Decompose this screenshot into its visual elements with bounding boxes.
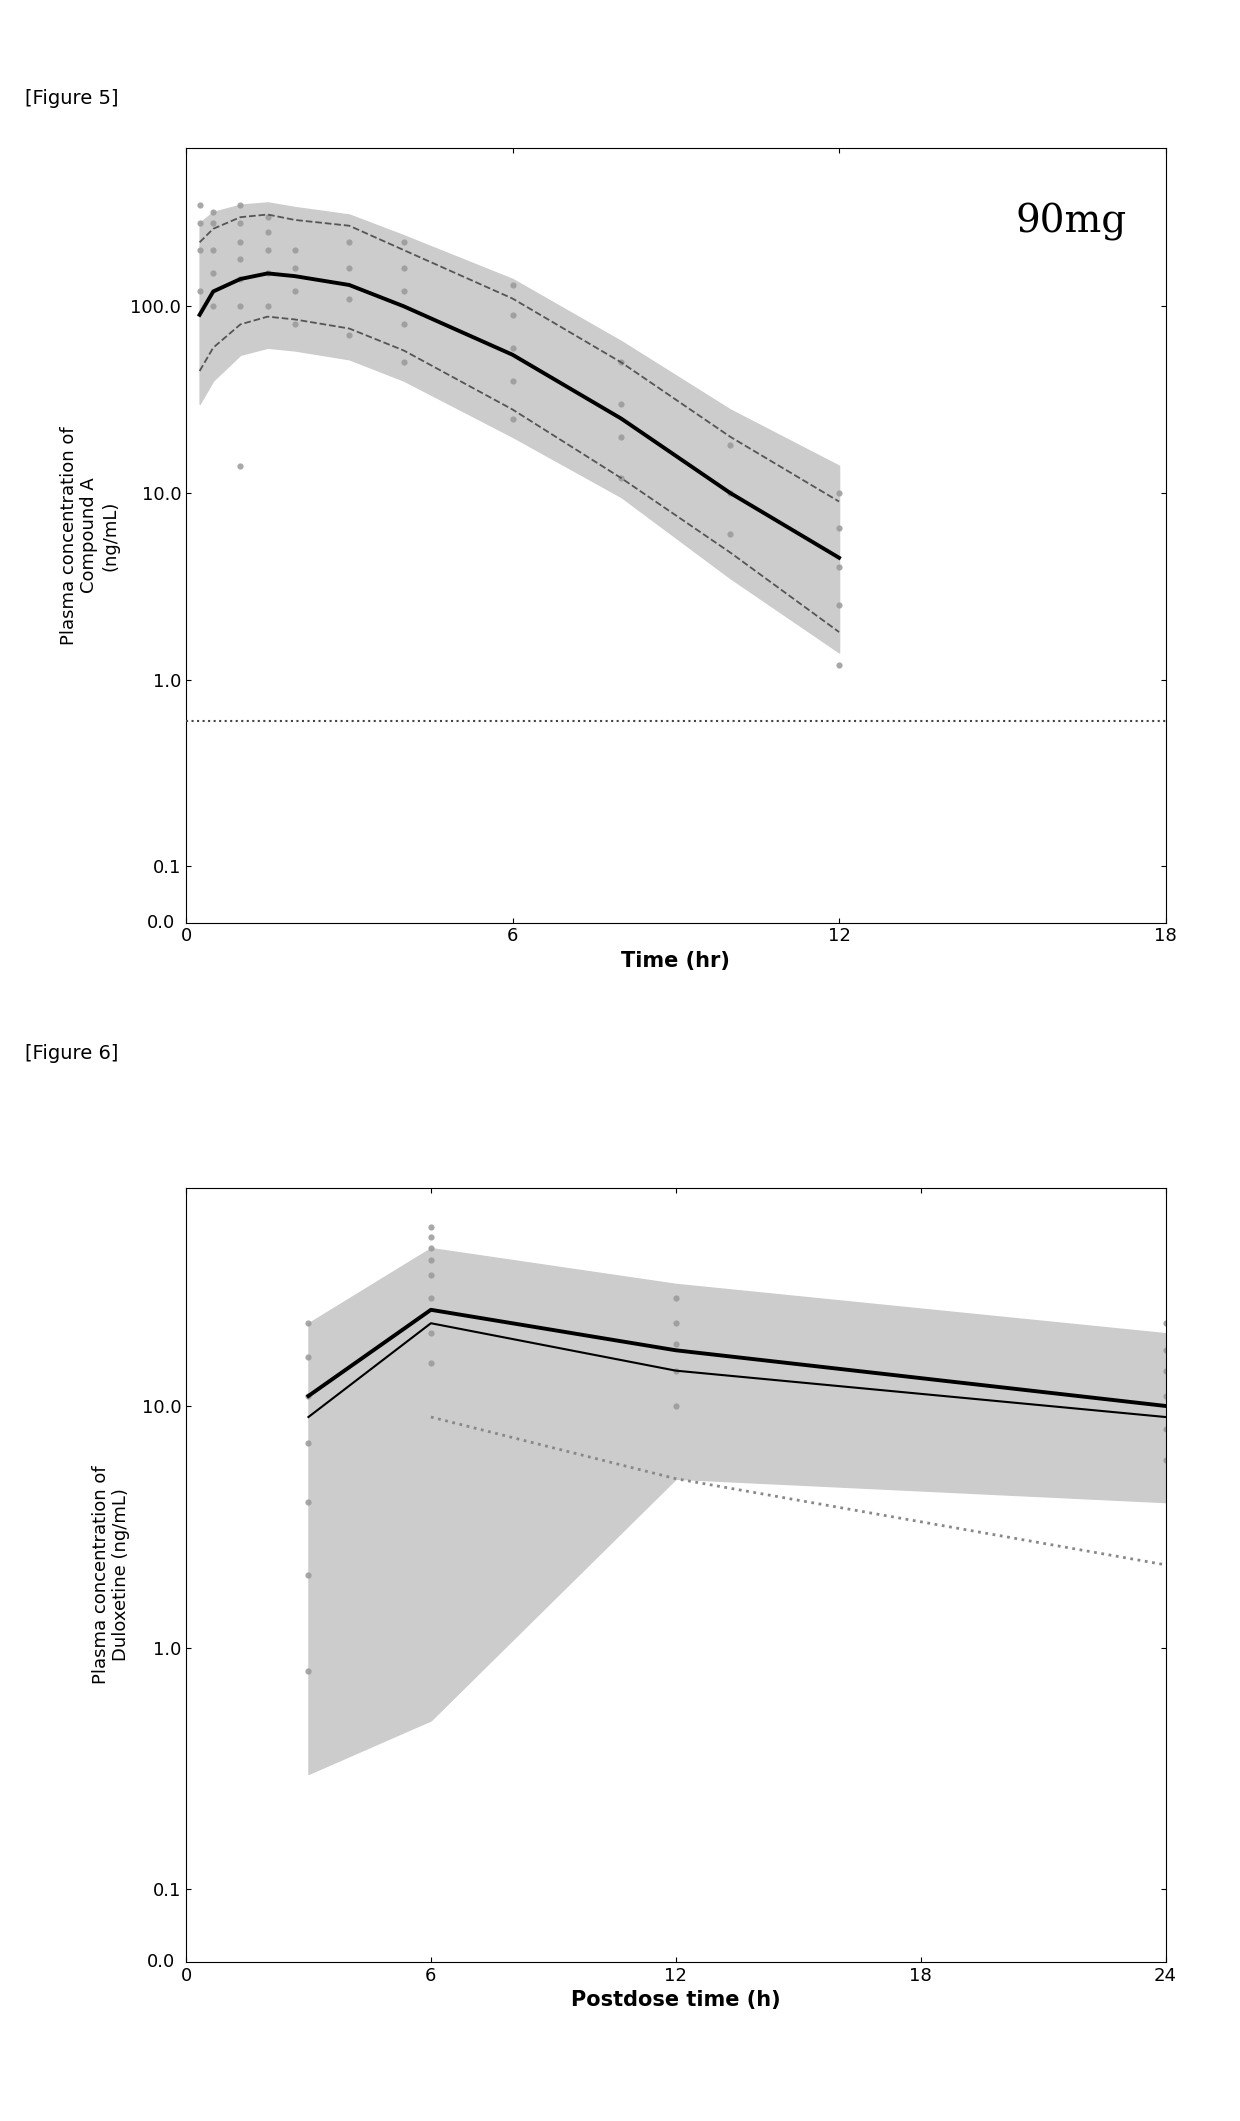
Text: 0.0: 0.0: [146, 1953, 175, 1970]
Point: [502, 297, 522, 331]
Point: [422, 1258, 441, 1292]
Y-axis label: Plasma concentration of
Compound A
(ng/mL): Plasma concentration of Compound A (ng/m…: [60, 426, 119, 645]
Text: 90mg: 90mg: [1016, 204, 1126, 240]
Point: [190, 189, 210, 223]
Point: [231, 263, 250, 297]
Point: [258, 214, 278, 248]
Point: [203, 195, 223, 229]
Point: [299, 1485, 319, 1519]
Point: [231, 189, 250, 223]
Point: [231, 450, 250, 484]
Point: [231, 206, 250, 240]
Point: [1156, 1353, 1176, 1387]
Point: [258, 288, 278, 322]
Point: [394, 250, 414, 284]
X-axis label: Postdose time (h): Postdose time (h): [570, 1989, 781, 2011]
Point: [203, 288, 223, 322]
Point: [1156, 1307, 1176, 1340]
Point: [394, 346, 414, 380]
Point: [258, 257, 278, 291]
Point: [299, 1654, 319, 1688]
Point: [299, 1307, 319, 1340]
Point: [422, 1220, 441, 1254]
Point: [190, 274, 210, 308]
Point: [340, 250, 360, 284]
Point: [611, 386, 631, 420]
Point: [1156, 1442, 1176, 1476]
Point: [258, 233, 278, 267]
Point: [611, 346, 631, 380]
Point: [502, 401, 522, 435]
Point: [231, 288, 250, 322]
Point: [285, 233, 305, 267]
Point: [299, 1557, 319, 1591]
Point: [422, 1243, 441, 1277]
Point: [502, 267, 522, 301]
Point: [231, 242, 250, 276]
Point: [1156, 1413, 1176, 1447]
Point: [611, 460, 631, 494]
Point: [231, 225, 250, 259]
Point: [422, 1317, 441, 1351]
Point: [830, 647, 849, 681]
Point: [502, 363, 522, 397]
Text: [Figure 6]: [Figure 6]: [25, 1044, 118, 1063]
Point: [285, 308, 305, 341]
Point: [190, 206, 210, 240]
Point: [720, 428, 740, 462]
Point: [203, 233, 223, 267]
Point: [285, 274, 305, 308]
Point: [1156, 1379, 1176, 1413]
Point: [340, 282, 360, 316]
Point: [258, 199, 278, 233]
Point: [830, 549, 849, 583]
Point: [190, 233, 210, 267]
Text: 0.0: 0.0: [146, 914, 175, 931]
X-axis label: Time (hr): Time (hr): [621, 950, 730, 971]
Point: [422, 1211, 441, 1245]
Point: [203, 206, 223, 240]
Point: [611, 420, 631, 454]
Point: [666, 1353, 686, 1387]
Point: [830, 588, 849, 621]
Y-axis label: Plasma concentration of
Duloxetine (ng/mL): Plasma concentration of Duloxetine (ng/m…: [92, 1466, 130, 1684]
Point: [299, 1340, 319, 1374]
Point: [720, 518, 740, 551]
Point: [340, 225, 360, 259]
Point: [203, 257, 223, 291]
Point: [666, 1307, 686, 1340]
Point: [1156, 1334, 1176, 1368]
Point: [299, 1427, 319, 1461]
Point: [422, 1347, 441, 1381]
Point: [394, 225, 414, 259]
Point: [422, 1281, 441, 1315]
Point: [394, 274, 414, 308]
Point: [502, 331, 522, 365]
Point: [720, 475, 740, 509]
Point: [666, 1389, 686, 1423]
Point: [422, 1230, 441, 1264]
Point: [666, 1281, 686, 1315]
Point: [299, 1379, 319, 1413]
Point: [830, 475, 849, 509]
Point: [830, 511, 849, 545]
Point: [666, 1328, 686, 1362]
Point: [285, 250, 305, 284]
Text: [Figure 5]: [Figure 5]: [25, 89, 118, 108]
Point: [394, 308, 414, 341]
Point: [340, 318, 360, 352]
